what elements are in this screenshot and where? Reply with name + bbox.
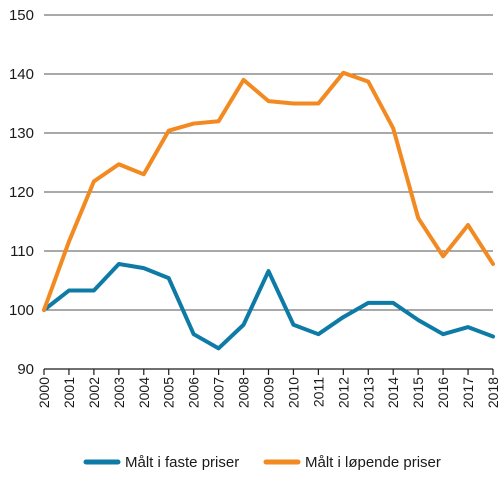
x-tick-label: 2000	[36, 377, 52, 408]
x-tick-label: 2015	[410, 377, 426, 408]
x-tick-label: 2005	[161, 377, 177, 408]
series-line-2	[42, 70, 495, 312]
x-tick-label: 2011	[310, 377, 326, 407]
y-tick-label: 100	[9, 302, 34, 319]
x-tick-label: 2014	[385, 377, 401, 408]
x-tick-label: 2008	[236, 377, 252, 408]
gridlines	[44, 14, 493, 370]
legend: Målt i faste priser Målt i løpende priser	[83, 454, 441, 471]
x-tick-label: 2009	[261, 377, 277, 408]
x-tick-label: 2017	[460, 377, 476, 408]
x-tick-label: 2001	[61, 377, 77, 408]
x-tick-label: 2003	[111, 377, 127, 408]
y-tick-label: 130	[9, 125, 34, 142]
x-tick-label: 2010	[285, 377, 301, 408]
x-tick-label: 2006	[186, 377, 202, 408]
series-lines	[42, 70, 495, 351]
series-line-1	[42, 261, 495, 351]
y-tick-label: 140	[9, 66, 34, 83]
y-axis-ticks: 90 100 110 120 130 140 150	[9, 7, 34, 378]
legend-label: Målt i faste priser	[125, 454, 239, 471]
x-tick-label: 2012	[335, 377, 351, 408]
y-tick-label: 120	[9, 184, 34, 201]
x-tick-label: 2018	[485, 377, 500, 408]
x-tick-label: 2004	[136, 377, 152, 408]
legend-label: Målt i løpende priser	[305, 454, 441, 471]
y-tick-label: 150	[9, 7, 34, 24]
y-tick-label: 110	[10, 243, 34, 260]
x-axis-ticks: 2000 2001 2002 2003 2004 2005 2006 2007 2008 2009…	[36, 369, 500, 408]
y-tick-label: 90	[17, 361, 34, 378]
x-tick-label: 2013	[360, 377, 376, 408]
x-tick-label: 2016	[435, 377, 451, 408]
x-tick-label: 2007	[211, 377, 227, 408]
x-tick-label: 2002	[86, 377, 102, 408]
